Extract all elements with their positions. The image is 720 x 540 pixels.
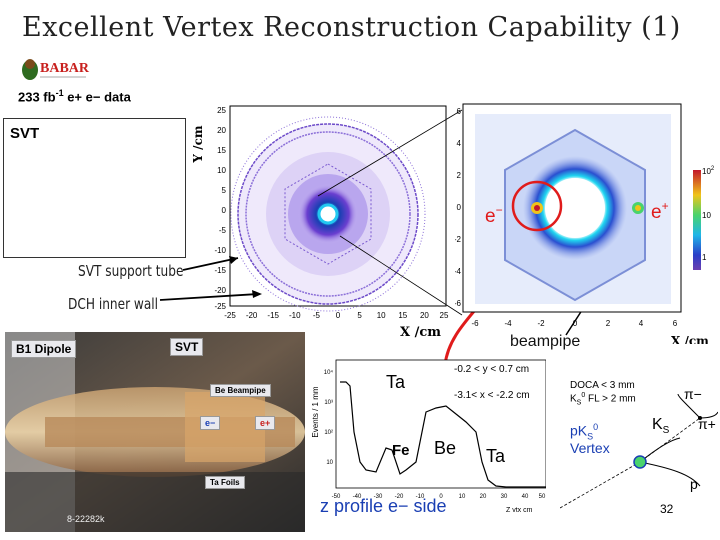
svg-text:-50: -50 [332,494,341,500]
svg-text:20: 20 [420,311,429,320]
svg-text:-20: -20 [395,494,404,500]
logo-text: BABAR [40,61,90,76]
svg-text:6: 6 [673,319,678,328]
e-plus-tag: e+ [255,416,276,430]
be-label: Be [434,438,457,458]
svg-text:10²: 10² [324,430,333,436]
svg-text:-25: -25 [224,311,236,320]
svg-text:15: 15 [398,311,407,320]
svg-text:-20: -20 [246,311,258,320]
z-ylabel: Events / 1 mm [311,386,320,437]
e-plus-label: e+ [651,199,669,223]
e-minus-label: e− [485,203,503,227]
pks0-label: pKS0 [570,422,599,442]
svt-box: SVT [3,118,186,258]
svg-text:4: 4 [457,139,462,148]
svg-text:-4: -4 [504,319,512,328]
luminosity-label: 233 fb-1 e+ e− data [18,88,131,105]
z-profile-plot: -50 -40 -30 -20 -10 0 10 20 30 40 50 10⁴… [306,352,547,520]
svg-text:2: 2 [606,319,611,328]
be-beampipe-tag: Be Beampipe [210,384,271,397]
e-minus-tag: e− [200,416,221,430]
svg-text:-4: -4 [455,267,462,276]
dch-inner-wall-label: DCH inner wall [68,295,159,313]
svg-text:15: 15 [217,146,226,155]
svg-text:30: 30 [501,494,508,500]
svg-text:10: 10 [702,211,711,220]
svg-text:2: 2 [457,171,462,180]
z-cut-x: -3.1< x < -2.2 cm [454,390,530,401]
svg-text:50: 50 [539,494,546,500]
ks-vertex-diagram: DOCA < 3 mm KS0 FL > 2 mm pKS0 Vertex KS… [559,358,719,518]
fe-label: Fe [392,442,410,459]
svg-text:4: 4 [639,319,644,328]
svg-text:40: 40 [522,494,529,500]
svg-text:10: 10 [459,494,466,500]
left-plot-xlabel: X /cm [400,325,441,340]
svg-text:-10: -10 [214,246,226,255]
svg-text:20: 20 [480,494,487,500]
svg-text:10: 10 [377,311,386,320]
proton-label: p [690,476,698,492]
vertex-label: Vertex [570,440,610,456]
page-number: 32 [660,502,674,516]
svg-text:-15: -15 [214,266,226,275]
right-xy-plot: 102 10 1 -6 -4 -2 0 2 4 6 6 4 2 0 -2 -4 … [454,100,720,348]
svg-text:102: 102 [702,166,715,176]
z-xlabel: Z vtx cm [506,507,533,514]
svg-text:-10: -10 [416,494,425,500]
svg-text:1: 1 [702,253,707,262]
svg-text:0: 0 [222,206,227,215]
svg-text:20: 20 [217,126,226,135]
ta-foils-tag: Ta Foils [205,476,245,489]
babar-logo: BABAR [20,50,90,84]
svg-text:-2: -2 [455,235,462,244]
svt-label: SVT [10,125,40,142]
svg-text:10: 10 [326,460,333,466]
svg-text:0: 0 [336,311,341,320]
beampipe-label: beampipe [510,333,581,350]
svg-text:-20: -20 [214,286,226,295]
svg-text:0: 0 [439,494,443,500]
svg-text:-6: -6 [471,319,479,328]
svg-text:-5: -5 [313,311,321,320]
svg-text:-15: -15 [267,311,279,320]
ks-fl-cut: KS0 FL > 2 mm [570,392,636,407]
right-plot-xlabel: X /cm [671,334,709,344]
svg-text:-6: -6 [455,299,462,308]
svg-text:10: 10 [217,166,226,175]
left-xy-plot: -25 -20 -15 -10 -5 0 5 10 15 20 25 25 20… [188,104,450,340]
svg-text:10³: 10³ [324,400,333,406]
doca-cut: DOCA < 3 mm [570,380,635,391]
detector-photo: B1 Dipole SVT Be Beampipe e− e+ Ta Foils… [5,332,305,532]
b1-dipole-tag: B1 Dipole [11,340,77,358]
left-plot-ylabel: Y /cm [191,125,205,163]
z-cut-y: -0.2 < y < 0.7 cm [454,364,530,375]
pi-plus-label: π+ [698,416,716,432]
svg-text:-5: -5 [219,226,227,235]
svg-text:-2: -2 [537,319,545,328]
ta-left-label: Ta [386,372,406,392]
svg-text:-10: -10 [289,311,301,320]
svg-text:-40: -40 [353,494,362,500]
svg-text:25: 25 [217,106,226,115]
svg-text:0: 0 [573,319,578,328]
svg-text:-30: -30 [374,494,383,500]
svt-support-tube-label: SVT support tube [78,262,184,280]
svt-tag: SVT [170,338,204,356]
pi-minus-label: π− [684,386,702,402]
photo-id: 8-22282k [67,514,105,524]
z-profile-caption: z profile e− side [320,496,447,516]
ks-label: KS [652,416,670,437]
svg-text:6: 6 [457,107,462,116]
slide-title: Excellent Vertex Reconstruction Capabili… [22,12,681,43]
svg-text:-25: -25 [214,302,226,311]
svg-text:5: 5 [222,186,227,195]
svg-text:5: 5 [357,311,362,320]
svg-text:0: 0 [457,203,462,212]
svg-text:25: 25 [440,311,449,320]
svg-text:10⁴: 10⁴ [324,369,334,376]
ta-right-label: Ta [486,446,506,466]
